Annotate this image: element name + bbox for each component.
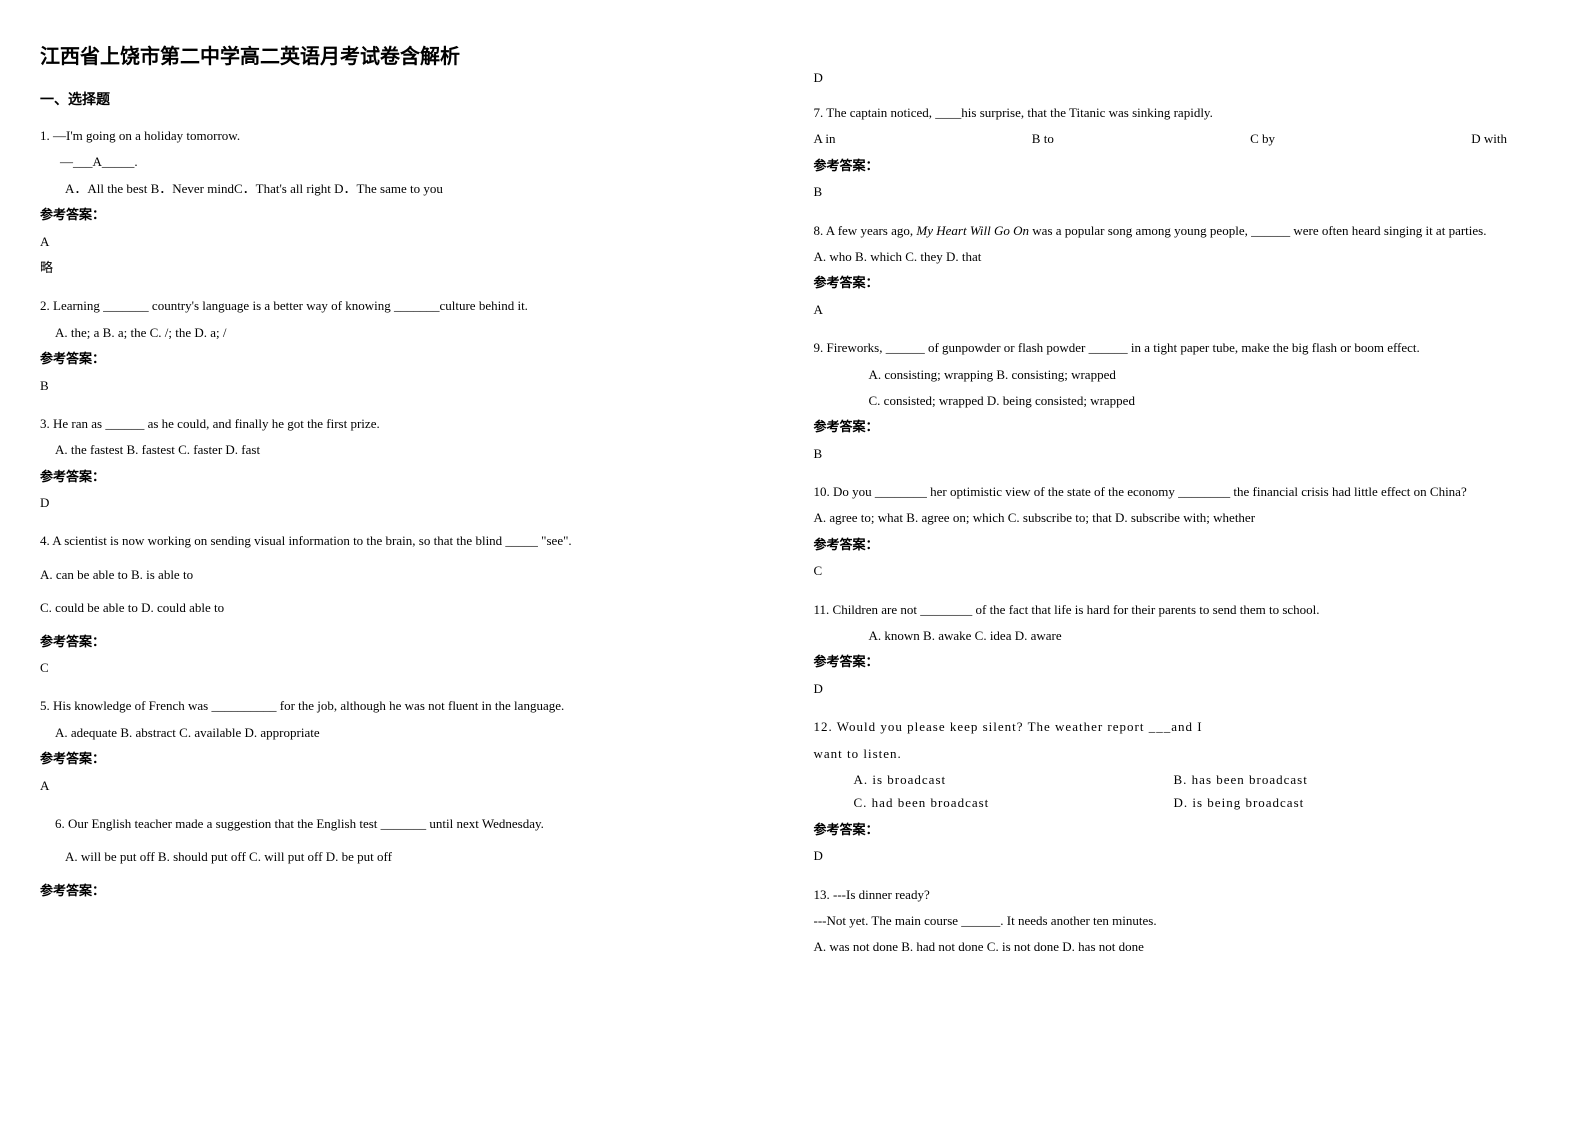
options: A. the; a B. a; the C. /; the D. a; /: [55, 321, 774, 344]
section-heading: 一、选择题: [40, 89, 774, 109]
question-text: 5. His knowledge of French was _________…: [40, 694, 774, 717]
question-10: 10. Do you ________ her optimistic view …: [814, 480, 1548, 583]
answer: C: [40, 656, 774, 679]
answer-label: 参考答案：: [814, 650, 1548, 673]
option-b: B. has been broadcast: [1174, 768, 1308, 791]
answer: D: [814, 70, 1548, 86]
option-a: A in: [814, 127, 836, 150]
option-c: C by: [1250, 127, 1275, 150]
answer: B: [814, 442, 1548, 465]
question-text: —___A_____.: [60, 150, 774, 173]
left-column: 江西省上饶市第二中学高二英语月考试卷含解析 一、选择题 1. —I'm goin…: [40, 40, 774, 974]
options: A. can be able to B. is able to: [40, 563, 774, 586]
answer-label: 参考答案：: [40, 347, 774, 370]
option-c: C. had been broadcast: [854, 791, 1174, 814]
options: A. who B. which C. they D. that: [814, 245, 1548, 268]
answer-label: 参考答案：: [814, 415, 1548, 438]
question-12: 12. Would you please keep silent? The we…: [814, 715, 1548, 867]
right-column: D 7. The captain noticed, ____his surpri…: [814, 40, 1548, 974]
answer-label: 参考答案：: [814, 271, 1548, 294]
question-3: 3. He ran as ______ as he could, and fin…: [40, 412, 774, 515]
options: C. consisted; wrapped D. being consisted…: [869, 389, 1548, 412]
question-6: 6. Our English teacher made a suggestion…: [40, 812, 774, 902]
answer-label: 参考答案：: [40, 465, 774, 488]
answer-label: 参考答案：: [814, 533, 1548, 556]
question-text: 2. Learning _______ country's language i…: [40, 294, 774, 317]
option-d: D with: [1471, 127, 1507, 150]
question-text: want to listen.: [814, 742, 1548, 765]
answer: B: [814, 180, 1548, 203]
answer-label: 参考答案：: [814, 818, 1548, 841]
question-text: 1. —I'm going on a holiday tomorrow.: [40, 124, 774, 147]
options: A. will be put off B. should put off C. …: [65, 845, 774, 868]
question-8: 8. A few years ago, My Heart Will Go On …: [814, 219, 1548, 322]
answer-label: 参考答案：: [40, 630, 774, 653]
answer: A: [40, 774, 774, 797]
question-1: 1. —I'm going on a holiday tomorrow. —__…: [40, 124, 774, 279]
page-title: 江西省上饶市第二中学高二英语月考试卷含解析: [40, 40, 774, 69]
italic-title: My Heart Will Go On: [916, 223, 1029, 238]
question-9: 9. Fireworks, ______ of gunpowder or fla…: [814, 336, 1548, 465]
answer: D: [814, 844, 1548, 867]
question-text: 13. ---Is dinner ready?: [814, 883, 1548, 906]
answer: B: [40, 374, 774, 397]
question-text: 11. Children are not ________ of the fac…: [814, 598, 1548, 621]
question-2: 2. Learning _______ country's language i…: [40, 294, 774, 397]
option-a: A. is broadcast: [854, 768, 1174, 791]
page-container: 江西省上饶市第二中学高二英语月考试卷含解析 一、选择题 1. —I'm goin…: [40, 40, 1547, 974]
question-text: 8. A few years ago, My Heart Will Go On …: [814, 219, 1548, 242]
options: A. agree to; what B. agree on; which C. …: [814, 506, 1548, 529]
options: A. consisting; wrapping B. consisting; w…: [869, 363, 1548, 386]
question-text: 3. He ran as ______ as he could, and fin…: [40, 412, 774, 435]
question-text: 9. Fireworks, ______ of gunpowder or fla…: [814, 336, 1548, 359]
answer: C: [814, 559, 1548, 582]
options: A. adequate B. abstract C. available D. …: [55, 721, 774, 744]
question-text: ---Not yet. The main course ______. It n…: [814, 909, 1548, 932]
question-text: 6. Our English teacher made a suggestion…: [55, 812, 774, 835]
answer-label: 参考答案：: [814, 154, 1548, 177]
options: A．All the best B．Never mindC．That's all …: [65, 177, 774, 200]
question-7: 7. The captain noticed, ____his surprise…: [814, 101, 1548, 204]
answer: D: [814, 677, 1548, 700]
answer-extra: 略: [40, 256, 774, 279]
question-5: 5. His knowledge of French was _________…: [40, 694, 774, 797]
text-after: was a popular song among young people, _…: [1029, 223, 1486, 238]
question-11: 11. Children are not ________ of the fac…: [814, 598, 1548, 701]
option-d: D. is being broadcast: [1174, 791, 1305, 814]
question-13: 13. ---Is dinner ready? ---Not yet. The …: [814, 883, 1548, 959]
question-text: 4. A scientist is now working on sending…: [40, 529, 774, 552]
options: C. had been broadcast D. is being broadc…: [854, 791, 1548, 814]
question-text: 12. Would you please keep silent? The we…: [814, 715, 1548, 738]
question-text: 7. The captain noticed, ____his surprise…: [814, 101, 1548, 124]
question-4: 4. A scientist is now working on sending…: [40, 529, 774, 679]
options: A in B to C by D with: [814, 127, 1548, 150]
answer: A: [40, 230, 774, 253]
answer-label: 参考答案：: [40, 747, 774, 770]
answer-label: 参考答案：: [40, 203, 774, 226]
options: A. the fastest B. fastest C. faster D. f…: [55, 438, 774, 461]
answer: D: [40, 491, 774, 514]
options: A. known B. awake C. idea D. aware: [869, 624, 1548, 647]
option-b: B to: [1032, 127, 1054, 150]
options: A. was not done B. had not done C. is no…: [814, 935, 1548, 958]
options: C. could be able to D. could able to: [40, 596, 774, 619]
question-text: 10. Do you ________ her optimistic view …: [814, 480, 1548, 503]
answer-label: 参考答案：: [40, 879, 774, 902]
options: A. is broadcast B. has been broadcast: [854, 768, 1548, 791]
answer: A: [814, 298, 1548, 321]
text-before: 8. A few years ago,: [814, 223, 917, 238]
